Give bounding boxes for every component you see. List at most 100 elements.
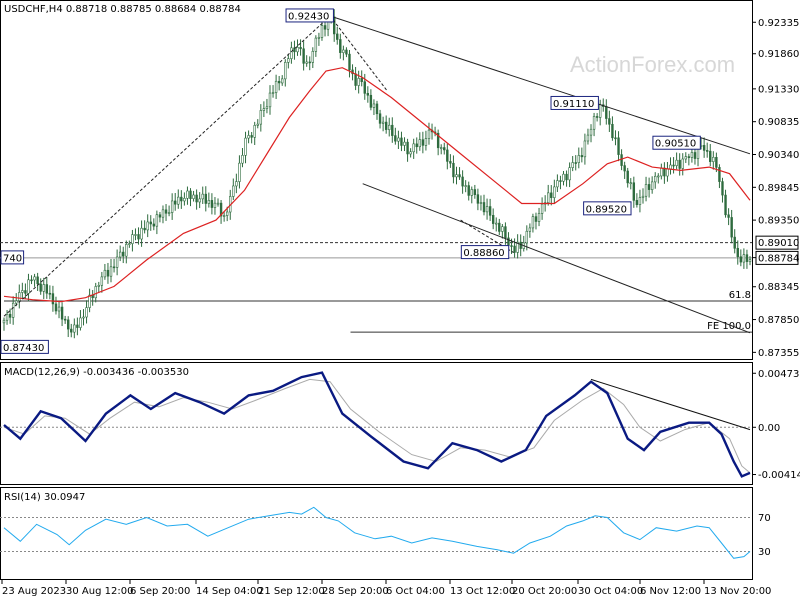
rsi-ytick-label-1: 30 — [758, 547, 771, 558]
candle-body-123 — [378, 113, 382, 124]
candle-body-12 — [39, 283, 42, 292]
candle-body-143 — [440, 147, 443, 149]
trendline-4 — [362, 183, 751, 334]
candle-body-136 — [418, 139, 422, 148]
candle-body-53 — [164, 209, 168, 214]
price-axis-box-0 — [755, 235, 799, 250]
candle-body-75 — [232, 185, 235, 197]
candle-body-178 — [547, 192, 550, 204]
candle-body-181 — [556, 180, 559, 188]
candle-body-135 — [415, 143, 418, 148]
candle-body-134 — [412, 143, 415, 153]
price-annotation-3: 0.89520 — [586, 204, 627, 215]
price-ytick-label-2: 0.91330 — [758, 84, 799, 95]
candle-body-119 — [366, 93, 370, 96]
candle-body-184 — [565, 173, 568, 181]
candle-body-142 — [436, 132, 440, 149]
price-annotation-box-2 — [652, 135, 701, 150]
candle-body-49 — [152, 223, 156, 227]
candle-body-13 — [42, 284, 45, 292]
candle-body-150 — [461, 176, 464, 187]
candle-body-186 — [571, 162, 574, 168]
candle-body-234 — [718, 167, 721, 182]
candle-body-241 — [739, 256, 743, 263]
price-ytick-label-9: 0.87850 — [758, 315, 799, 326]
candle-body-99 — [305, 61, 308, 64]
candle-body-5 — [18, 292, 21, 302]
candle-body-27 — [85, 307, 88, 318]
candle-body-18 — [57, 306, 61, 312]
candle-body-182 — [559, 180, 562, 182]
xtick-label-7: 13 Oct 12:00 — [450, 586, 515, 597]
candle-body-174 — [534, 216, 538, 222]
candle-body-62 — [192, 194, 195, 199]
candle-body-36 — [112, 266, 116, 269]
price-ytick-label-3: 0.90835 — [758, 117, 799, 128]
candle-body-35 — [109, 266, 113, 277]
candle-body-127 — [391, 124, 394, 136]
xtick-label-11: 13 Nov 20:00 — [704, 586, 771, 597]
macd-line — [3, 371, 751, 478]
candle-body-25 — [79, 317, 82, 328]
price-ytick-label-5: 0.89845 — [758, 183, 799, 194]
candle-body-121 — [372, 103, 376, 108]
candle-body-229 — [702, 145, 706, 151]
candle-body-65 — [201, 193, 204, 200]
candle-body-200 — [614, 137, 617, 140]
candle-body-203 — [623, 165, 626, 172]
candle-body-124 — [381, 121, 385, 124]
candle-body-199 — [611, 123, 614, 139]
trendline-0 — [3, 15, 331, 317]
rsi-ytick-label-0: 70 — [758, 513, 771, 524]
candle-body-166 — [510, 245, 513, 247]
candle-body-194 — [595, 116, 599, 118]
candle-body-125 — [384, 121, 388, 130]
candle-body-218 — [669, 164, 672, 170]
candle-body-16 — [51, 293, 55, 305]
candle-body-105 — [323, 25, 327, 30]
trendline-1 — [329, 15, 388, 92]
candle-body-101 — [311, 51, 314, 63]
macd-panel-frame — [0, 362, 753, 485]
candle-body-28 — [88, 294, 91, 308]
price-annotation-4: 0.88860 — [463, 248, 504, 259]
watermark: ActionForex.com — [570, 52, 735, 77]
candle-body-179 — [550, 192, 553, 198]
xtick-label-10: 6 Nov 12:00 — [640, 586, 701, 597]
price-axis-box-label-0: 0.89010 — [758, 238, 799, 249]
candle-body-89 — [274, 80, 278, 93]
candle-body-76 — [235, 181, 238, 187]
candle-body-221 — [678, 159, 681, 169]
candle-body-151 — [464, 185, 467, 187]
candle-body-110 — [339, 39, 342, 53]
candle-body-71 — [219, 202, 223, 217]
candle-body-205 — [629, 182, 632, 185]
candle-body-207 — [635, 200, 639, 205]
candle-body-242 — [742, 254, 746, 263]
candle-body-95 — [293, 47, 296, 53]
candle-body-67 — [207, 200, 211, 204]
candle-body-212 — [650, 181, 654, 190]
candle-body-10 — [33, 276, 36, 281]
candle-body-153 — [470, 189, 473, 196]
candle-body-60 — [186, 190, 189, 199]
price-annotation-5: 0.87430 — [3, 343, 44, 354]
candle-body-44 — [137, 234, 140, 240]
candle-body-116 — [357, 78, 360, 86]
candle-body-129 — [397, 137, 400, 142]
candle-body-84 — [259, 110, 263, 125]
candle-body-91 — [281, 78, 284, 84]
candle-body-235 — [721, 181, 724, 196]
candle-body-216 — [663, 167, 666, 177]
xtick-label-2: 6 Sep 20:00 — [130, 586, 190, 597]
level-label-3: FE 100.0 — [707, 321, 751, 332]
candle-body-240 — [736, 247, 739, 258]
candle-body-167 — [513, 245, 516, 253]
candle-body-201 — [617, 137, 620, 155]
candle-body-219 — [672, 164, 675, 167]
rsi-series-layer — [0, 506, 752, 559]
candle-body-81 — [250, 135, 253, 138]
candle-body-32 — [100, 276, 104, 286]
xtick-label-0: 23 Aug 2023 — [2, 586, 66, 597]
candle-body-31 — [97, 284, 100, 287]
